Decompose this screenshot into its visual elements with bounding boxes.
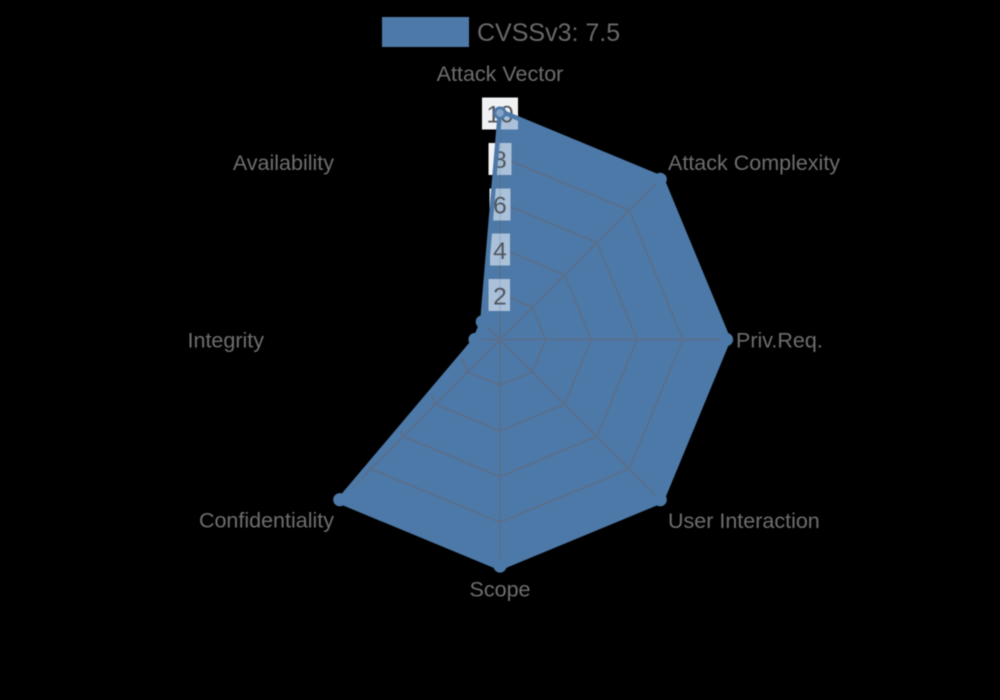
svg-text:4: 4 [493, 238, 507, 265]
svg-text:CVSSv3: 7.5: CVSSv3: 7.5 [477, 19, 620, 47]
svg-text:Confidentiality: Confidentiality [199, 509, 334, 533]
svg-text:2: 2 [493, 284, 507, 311]
svg-text:Scope: Scope [470, 578, 531, 602]
svg-text:Priv.Req.: Priv.Req. [736, 329, 823, 353]
svg-text:6: 6 [493, 193, 507, 220]
svg-text:Attack Vector: Attack Vector [437, 62, 564, 86]
svg-text:Attack Complexity: Attack Complexity [668, 151, 840, 175]
svg-text:Integrity: Integrity [188, 329, 265, 353]
svg-text:User Interaction: User Interaction [668, 509, 820, 533]
svg-text:Availability: Availability [233, 151, 334, 175]
